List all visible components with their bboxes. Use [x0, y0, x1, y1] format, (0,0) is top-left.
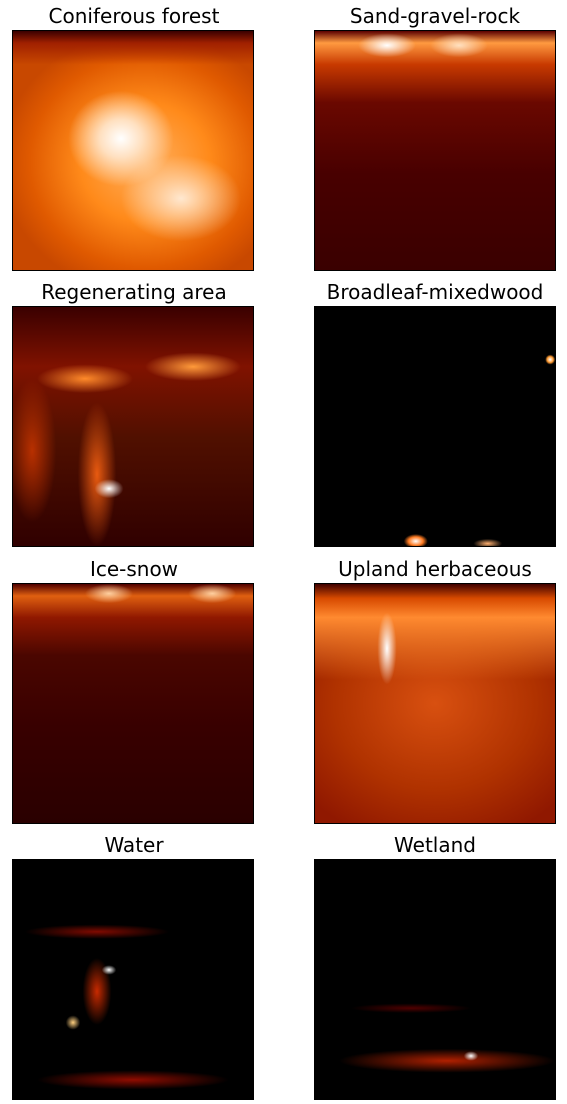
heatmap	[12, 306, 254, 547]
panel-title: Sand-gravel-rock	[305, 4, 565, 28]
heatmap	[314, 859, 556, 1100]
panel-title: Broadleaf-mixedwood	[305, 280, 565, 304]
heatmap	[12, 859, 254, 1100]
panel-title: Coniferous forest	[4, 4, 264, 28]
heatmap	[314, 583, 556, 824]
panel-title: Water	[4, 833, 264, 857]
panel-title: Upland herbaceous	[305, 557, 565, 581]
figure: Coniferous forest Sand-gravel-rock Regen…	[0, 0, 567, 1104]
heatmap	[12, 583, 254, 824]
panel-title: Wetland	[305, 833, 565, 857]
heatmap	[314, 306, 556, 547]
panel-title: Ice-snow	[4, 557, 264, 581]
heatmap	[12, 30, 254, 271]
heatmap	[314, 30, 556, 271]
panel-title: Regenerating area	[4, 280, 264, 304]
